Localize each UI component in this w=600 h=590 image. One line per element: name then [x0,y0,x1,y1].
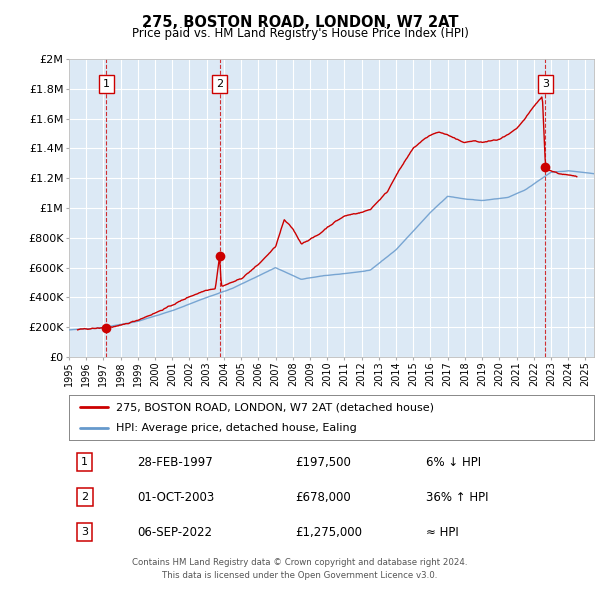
Text: £678,000: £678,000 [295,490,350,504]
Text: £197,500: £197,500 [295,455,350,468]
Text: Price paid vs. HM Land Registry's House Price Index (HPI): Price paid vs. HM Land Registry's House … [131,27,469,40]
Text: 2: 2 [81,492,88,502]
Text: Contains HM Land Registry data © Crown copyright and database right 2024.: Contains HM Land Registry data © Crown c… [132,558,468,566]
Text: 1: 1 [81,457,88,467]
Text: 06-SEP-2022: 06-SEP-2022 [137,526,212,539]
Text: 28-FEB-1997: 28-FEB-1997 [137,455,213,468]
Text: 2: 2 [216,79,223,89]
Text: HPI: Average price, detached house, Ealing: HPI: Average price, detached house, Eali… [116,422,357,432]
Text: 1: 1 [103,79,110,89]
Text: This data is licensed under the Open Government Licence v3.0.: This data is licensed under the Open Gov… [163,571,437,579]
Text: 01-OCT-2003: 01-OCT-2003 [137,490,215,504]
Text: 3: 3 [81,527,88,537]
Text: 6% ↓ HPI: 6% ↓ HPI [426,455,481,468]
Text: £1,275,000: £1,275,000 [295,526,362,539]
Text: 275, BOSTON ROAD, LONDON, W7 2AT: 275, BOSTON ROAD, LONDON, W7 2AT [142,15,458,30]
Text: 36% ↑ HPI: 36% ↑ HPI [426,490,488,504]
Text: 275, BOSTON ROAD, LONDON, W7 2AT (detached house): 275, BOSTON ROAD, LONDON, W7 2AT (detach… [116,402,434,412]
Text: ≈ HPI: ≈ HPI [426,526,459,539]
Text: 3: 3 [542,79,549,89]
